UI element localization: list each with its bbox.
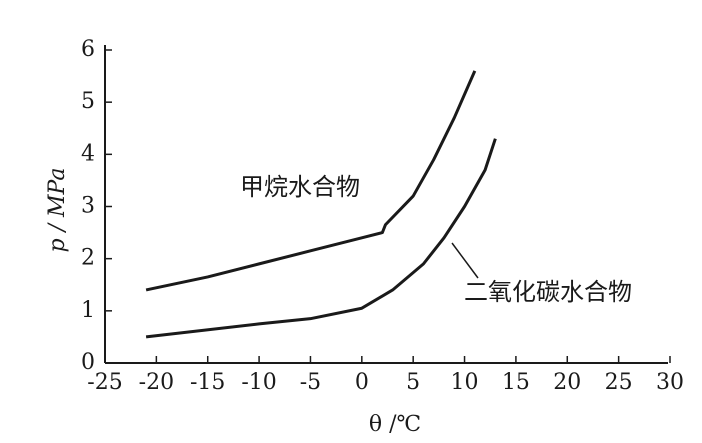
x-tick-label: 0	[355, 370, 369, 395]
leader-line	[451, 242, 479, 279]
x-tick-label: 30	[656, 370, 684, 395]
x-tick-label: -25	[87, 370, 122, 395]
y-tick-label: 0	[81, 350, 95, 375]
series-line	[145, 70, 477, 292]
x-tick-label: -10	[241, 370, 276, 395]
series-label: 甲烷水合物	[240, 173, 360, 201]
x-tick-label: 10	[451, 370, 479, 395]
x-tick-label: 15	[502, 370, 530, 395]
x-tick-label: 25	[605, 370, 633, 395]
x-tick-label: -5	[300, 370, 321, 395]
x-tick-label: -15	[190, 370, 225, 395]
y-tick-label: 5	[81, 89, 95, 114]
y-tick-label: 1	[81, 298, 95, 323]
x-tick-label: -20	[139, 370, 174, 395]
y-tick-label: 3	[81, 194, 95, 219]
series-line	[145, 138, 497, 339]
x-axis-label: θ /℃	[369, 412, 421, 437]
y-axis-label: p / MPa	[45, 168, 70, 253]
y-tick-label: 4	[81, 141, 95, 166]
y-tick-label: 2	[81, 246, 95, 271]
series-label: 二氧化碳水合物	[464, 278, 632, 306]
x-tick-label: 20	[553, 370, 581, 395]
x-tick-label: 5	[406, 370, 420, 395]
y-tick-label: 6	[81, 37, 95, 62]
